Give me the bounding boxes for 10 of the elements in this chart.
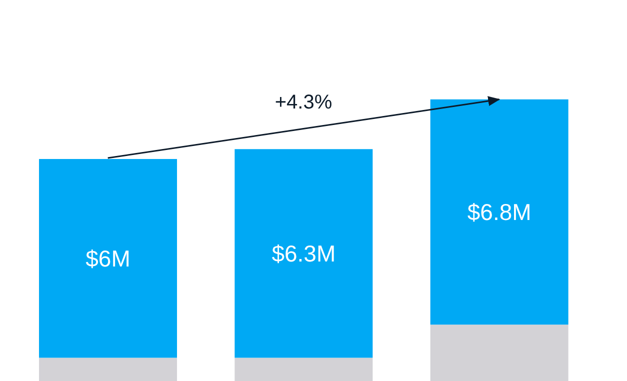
bar (430, 99, 568, 325)
data-label: $6.3M (272, 240, 336, 266)
bar (234, 358, 373, 381)
bar (234, 149, 373, 358)
data-label: $6.8M (467, 199, 532, 226)
bar (39, 358, 177, 381)
data-label: $6M (86, 245, 130, 272)
annotation: +4.3% (274, 92, 332, 114)
bar (39, 159, 177, 358)
bar (430, 324, 568, 381)
